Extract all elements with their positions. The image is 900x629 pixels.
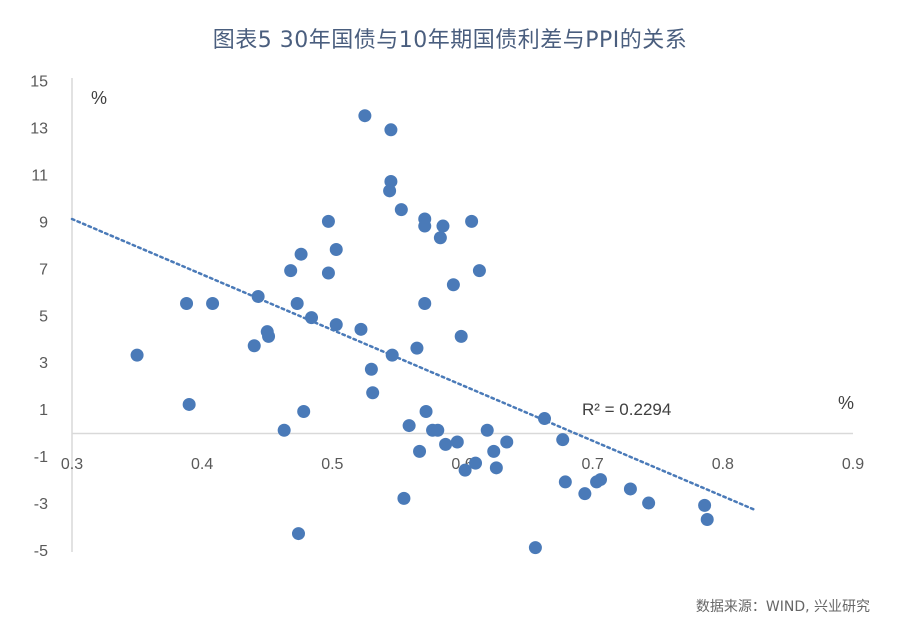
data-point (394, 203, 408, 217)
x-axis-unit-label: % (838, 393, 854, 413)
data-point (593, 473, 607, 487)
data-point (321, 214, 335, 228)
r-squared-annotation: R² = 0.2294 (582, 400, 671, 419)
data-point (458, 463, 472, 477)
trendline (70, 217, 757, 512)
data-point (418, 297, 432, 311)
data-point (329, 318, 343, 332)
y-tick-label: 5 (39, 308, 48, 325)
x-tick-label: 0.9 (842, 456, 864, 473)
y-tick-label: 11 (31, 167, 48, 184)
y-tick-label: 15 (30, 74, 48, 91)
data-point (413, 444, 427, 458)
data-point (450, 435, 464, 449)
x-tick-label: 0.5 (321, 456, 343, 473)
data-point (500, 435, 514, 449)
y-tick-label: 3 (39, 355, 48, 372)
data-point (305, 311, 319, 325)
data-point (130, 348, 144, 362)
x-tick-label: 0.3 (61, 456, 83, 473)
data-point (472, 264, 486, 278)
data-point (623, 482, 637, 496)
data-point (558, 475, 572, 489)
data-point (578, 487, 592, 501)
data-points (130, 109, 714, 555)
data-point (433, 231, 447, 245)
data-point (465, 214, 479, 228)
data-point (329, 243, 343, 257)
y-axis-unit-label: % (91, 88, 107, 108)
data-point (419, 404, 433, 418)
data-point (700, 512, 714, 526)
data-point (262, 329, 276, 343)
data-point (418, 219, 432, 233)
data-point (446, 278, 460, 292)
y-tick-labels: 15 13 11 9 7 5 3 1 -1 -3 -5 (30, 74, 48, 561)
y-tick-label: -5 (34, 543, 48, 560)
data-point (277, 423, 291, 437)
data-point (528, 541, 542, 555)
data-point (454, 329, 468, 343)
data-point (297, 404, 311, 418)
y-tick-label: 9 (39, 214, 48, 231)
y-tick-label: -1 (34, 449, 48, 466)
y-tick-label: 7 (39, 261, 48, 278)
data-point (321, 266, 335, 280)
source-note: 数据来源：WIND, 兴业研究 (695, 599, 870, 615)
data-point (384, 123, 398, 137)
y-tick-label: 1 (39, 402, 48, 419)
data-point (383, 184, 397, 198)
data-point (410, 341, 424, 355)
data-point (354, 322, 368, 336)
x-tick-label: 0.8 (712, 456, 734, 473)
data-point (397, 491, 411, 505)
data-point (439, 437, 453, 451)
y-tick-label: 13 (30, 120, 48, 137)
x-tick-label: 0.4 (191, 456, 213, 473)
data-point (538, 412, 552, 426)
data-point (291, 527, 305, 541)
data-point (182, 397, 196, 411)
data-point (436, 219, 450, 233)
data-point (402, 419, 416, 433)
data-point (364, 362, 378, 376)
data-point (698, 498, 712, 512)
data-point (385, 348, 399, 362)
data-point (358, 109, 372, 123)
x-tick-label: 0.7 (582, 456, 604, 473)
data-point (431, 423, 445, 437)
data-point (469, 456, 483, 470)
data-point (642, 496, 656, 510)
data-point (290, 297, 304, 311)
data-point (251, 289, 265, 303)
data-point (366, 386, 380, 400)
data-point (480, 423, 494, 437)
data-point (294, 247, 308, 261)
chart-title: 图表5 30年国债与10年期国债利差与PPI的关系 (212, 28, 688, 53)
data-point (556, 433, 570, 447)
data-point (180, 297, 194, 311)
data-point (487, 444, 501, 458)
data-point (284, 264, 298, 278)
data-point (206, 297, 220, 311)
data-point (489, 461, 503, 475)
y-tick-label: -3 (34, 496, 48, 513)
data-point (247, 339, 261, 353)
